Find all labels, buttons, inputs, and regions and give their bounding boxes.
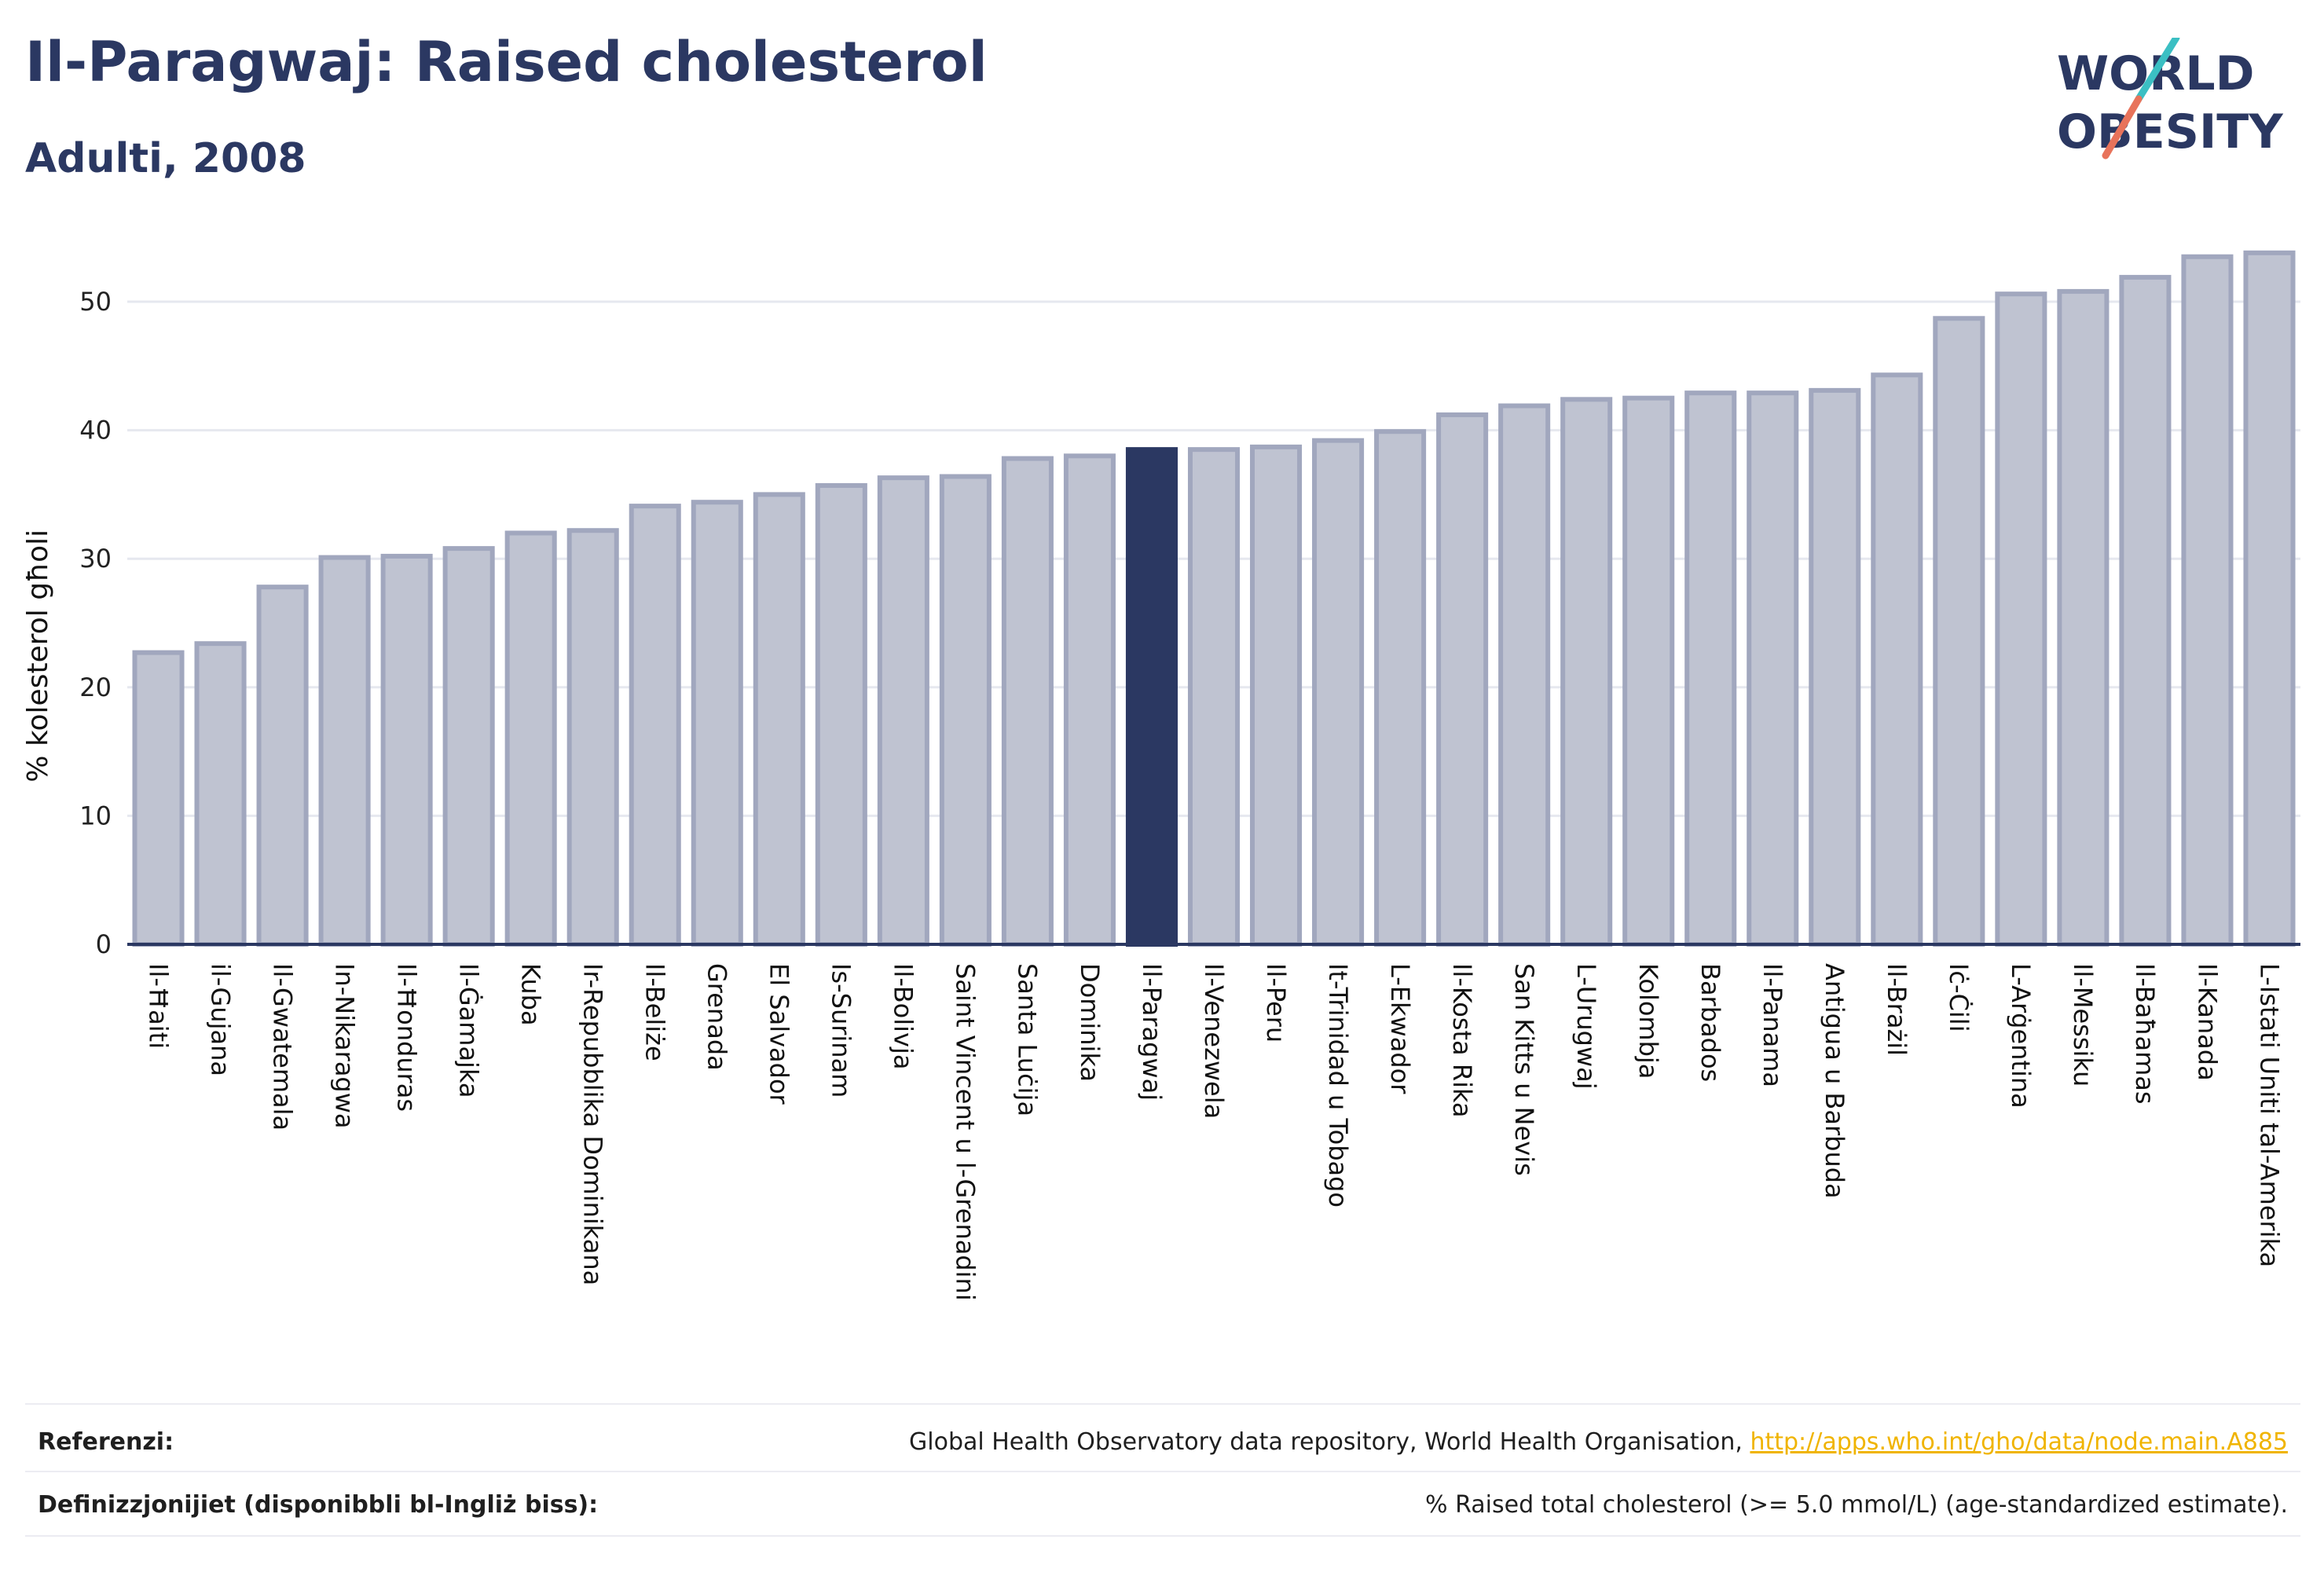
bar (1498, 403, 1551, 947)
x-tick-label: Il-Brażil (1882, 963, 1912, 1056)
bar (132, 650, 185, 947)
x-tick-label: Barbados (1695, 963, 1725, 1082)
bar (629, 504, 681, 947)
logo-slash-top (2135, 38, 2180, 103)
x-tick-label: Saint Vincent u l-Grenadini (951, 963, 981, 1301)
x-tick-label: Iċ-Ċili (1944, 963, 1974, 1032)
bar (2057, 288, 2110, 947)
bar (1684, 390, 1737, 947)
x-tick-label: Grenada (702, 963, 732, 1071)
x-tick-label: Il-Ġamajka (453, 963, 483, 1098)
bar (2181, 254, 2234, 947)
bars (132, 250, 2296, 947)
y-tick-label: 20 (79, 673, 112, 702)
bar (1001, 456, 1054, 947)
x-tick-label: il-Gujana (205, 963, 235, 1076)
x-tick-label: Il-Peru (1261, 963, 1291, 1043)
x-tick-label: Il-Baħamas (2130, 963, 2160, 1105)
x-tick-label: Ir-Repubblika Dominikana (578, 963, 608, 1285)
x-tick-label: Il-Gwatemala (267, 963, 297, 1131)
world-obesity-logo: WORLD OBESITY (2057, 38, 2284, 159)
y-tick-label: 10 (79, 801, 112, 830)
bar (318, 555, 371, 947)
bar (691, 500, 743, 947)
bar (1187, 447, 1241, 947)
x-tick-label: El Salvador (764, 963, 794, 1105)
references-text: Global Health Observatory data repositor… (909, 1428, 1750, 1456)
x-tick-label: L-Arġentina (2006, 963, 2036, 1109)
footer-divider-bottom (25, 1535, 2300, 1537)
page-title: Il-Paragwaj: Raised cholesterol (25, 30, 988, 94)
bar (380, 553, 433, 947)
x-tick-labels: Il-Ħaiti il-Gujana Il-Gwatemala In-Nikaragw… (143, 963, 2284, 1301)
bar (566, 528, 619, 947)
bar (1249, 444, 1303, 947)
y-tick-label: 40 (79, 416, 112, 445)
footer-divider-middle (25, 1471, 2300, 1472)
logo-line-2: OBESITY (2057, 104, 2284, 159)
x-tick-label: Il-Kosta Rika (1447, 963, 1477, 1118)
bar (1560, 397, 1613, 947)
y-tick-labels: 0 10 20 30 40 50 (79, 287, 112, 959)
references-label: Referenzi: (38, 1428, 174, 1456)
x-tick-label: Kuba (515, 963, 545, 1026)
x-tick-label: L-Urugwaj (1571, 963, 1601, 1090)
bar (1809, 387, 1861, 947)
bar (442, 546, 495, 947)
bar-chart: 0 10 20 30 40 50 Il-Ħaiti il-Gujana Il-Gwatemal… (22, 250, 2300, 1301)
bar-highlighted (1125, 447, 1178, 947)
bar (504, 530, 557, 947)
x-tick-label: Santa Luċija (1013, 963, 1043, 1116)
bar (1374, 429, 1427, 947)
bar (1933, 316, 1985, 947)
x-tick-label: It-Trinidad u Tobago (1323, 963, 1353, 1208)
x-tick-label: Il-Ħaiti (143, 963, 173, 1049)
x-tick-label: Antigua u Barbuda (1820, 963, 1849, 1199)
x-tick-label: Il-Panama (1758, 963, 1787, 1087)
y-axis-label: % kolesterol għoli (22, 530, 54, 783)
x-tick-label: San Kitts u Nevis (1509, 963, 1539, 1176)
bar (256, 585, 309, 947)
x-tick-label: Il-Bolivja (889, 963, 918, 1069)
bar (939, 474, 992, 947)
bar (1312, 438, 1365, 947)
logo-slash-bottom (2102, 95, 2143, 159)
bar (2119, 274, 2172, 947)
x-tick-label: L-Ekwador (1385, 963, 1415, 1094)
x-tick-label: In-Nikaragwa (329, 963, 359, 1129)
bar (753, 492, 805, 947)
x-tick-label: Kolombja (1633, 963, 1663, 1079)
bar (1871, 372, 1923, 947)
x-tick-label: Il-Messiku (2068, 963, 2098, 1087)
bar (1063, 453, 1116, 947)
references-value: Global Health Observatory data repositor… (909, 1428, 2288, 1456)
bar (877, 475, 929, 947)
y-tick-label: 50 (79, 287, 112, 317)
bar (194, 641, 247, 947)
definitions-value: % Raised total cholesterol (>= 5.0 mmol/… (1425, 1491, 2288, 1519)
x-tick-label: Il-Kanada (2192, 963, 2222, 1081)
x-tick-label: Is-Surinam (827, 963, 856, 1098)
x-tick-label: Il-Ħonduras (391, 963, 421, 1112)
bar (1995, 291, 2047, 947)
definitions-label: Definizzjonijiet (disponibbli bl-Ingliż … (38, 1491, 599, 1519)
x-tick-label: Il-Venezwela (1199, 963, 1229, 1119)
bar (2243, 250, 2296, 947)
x-tick-label: Il-Beliże (640, 963, 670, 1061)
x-tick-label: L-Istati Uniti tal-Amerika (2254, 963, 2284, 1267)
page-subtitle: Adulti, 2008 (25, 135, 306, 182)
references-link[interactable]: http://apps.who.int/gho/data/node.main.A… (1750, 1428, 2288, 1456)
references-row: Referenzi: Global Health Observatory dat… (25, 1411, 2300, 1474)
y-tick-label: 0 (96, 929, 112, 959)
y-tick-label: 30 (79, 544, 112, 574)
footer-divider-top (25, 1403, 2300, 1405)
x-tick-label: Il-Paragwaj (1137, 963, 1167, 1101)
definitions-row: Definizzjonijiet (disponibbli bl-Ingliż … (25, 1474, 2300, 1537)
bar (1747, 390, 1799, 947)
x-tick-label: Dominika (1075, 963, 1105, 1082)
bar (1622, 395, 1675, 947)
bar (815, 482, 867, 947)
bar (1436, 412, 1489, 947)
